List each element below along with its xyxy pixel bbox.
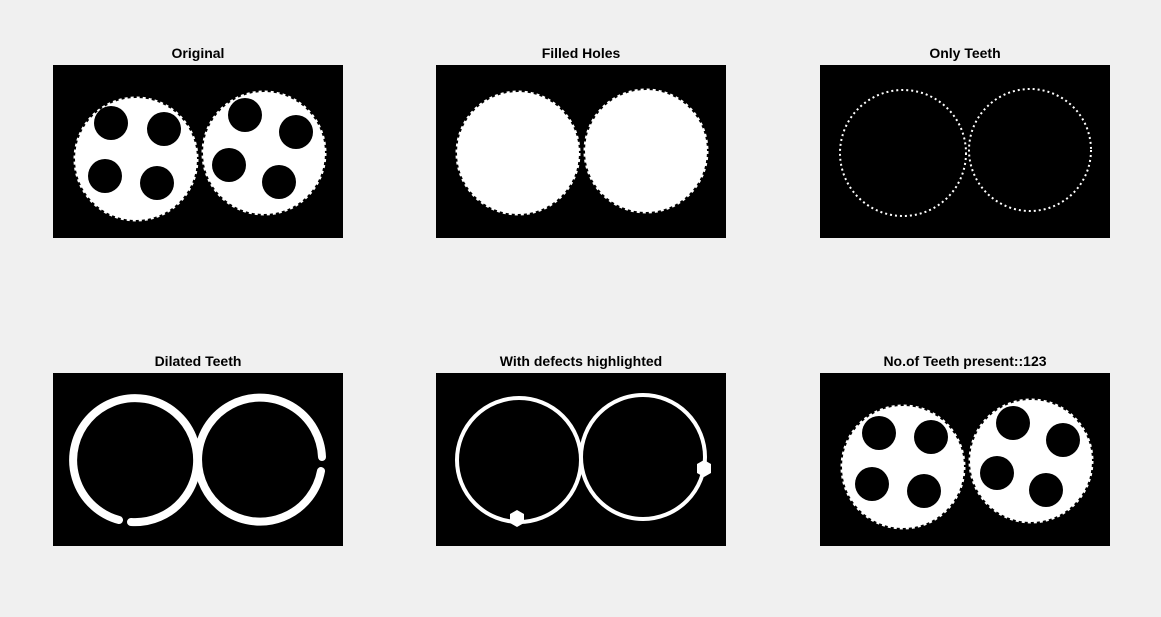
filled-gears-image [455, 88, 709, 216]
dilated-rings-image [69, 393, 326, 527]
image-original [53, 65, 343, 238]
image-only-teeth [820, 65, 1110, 238]
image-filled-holes [436, 65, 726, 238]
subplot-title-teeth-count: No.of Teeth present::123 [883, 353, 1047, 369]
result-gear-left [840, 404, 966, 530]
image-defects-highlighted [436, 373, 726, 546]
gear-right [201, 90, 327, 216]
teeth-ring-image [839, 88, 1092, 217]
dilated-ring-right [194, 393, 326, 526]
teeth-ring-left [839, 89, 967, 217]
subplot-title-only-teeth: Only Teeth [929, 45, 1001, 61]
subplot-title-filled-holes: Filled Holes [541, 45, 621, 61]
result-gear-right [968, 398, 1094, 524]
defect-ring-right [579, 393, 707, 521]
gear-left [73, 96, 199, 222]
image-teeth-count [820, 373, 1110, 546]
image-dilated-teeth [53, 373, 343, 546]
defect-ring-left [455, 396, 583, 524]
defect-marker-right [697, 460, 711, 477]
teeth-ring-right [968, 88, 1092, 212]
subplot-title-dilated-teeth: Dilated Teeth [154, 353, 242, 369]
result-gears-image [840, 398, 1094, 530]
defect-marker-left [510, 510, 524, 527]
defects-rings-image [455, 393, 711, 527]
subplot-title-defects-highlighted: With defects highlighted [499, 353, 663, 369]
subplot-title-original: Original [171, 45, 225, 61]
dilated-ring-left [69, 394, 202, 527]
original-gears-image [73, 90, 327, 222]
